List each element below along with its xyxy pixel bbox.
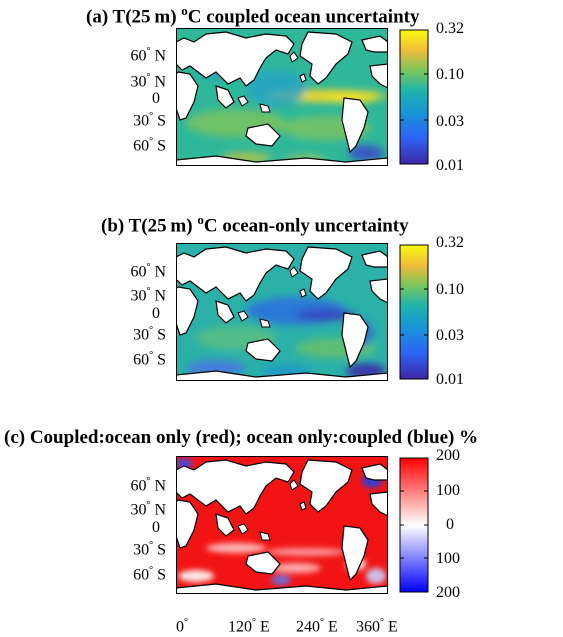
panel-b-title: (b) T(25 m) oC ocean-only uncertainty: [101, 212, 409, 237]
panel-c-cbar-tick-2: 0: [446, 516, 454, 533]
panel-b-cbar-tick-1: 0.10: [436, 281, 464, 298]
panel-b-cbar-tick-0: 0.32: [436, 234, 464, 251]
panel-a-colorbar: [399, 29, 429, 165]
panel-b-map: [176, 243, 388, 381]
lat-label-0: 0: [152, 90, 160, 107]
lat-label-0: 0: [152, 305, 160, 322]
lat-label-30s: 30° S: [133, 540, 166, 559]
panel-c-cbar-tick-0: 200: [436, 447, 460, 464]
panel-b-cbar-tick-2: 0.03: [436, 327, 464, 344]
lat-label-60s: 60° S: [133, 350, 166, 369]
lat-label-30n: 30° N: [130, 286, 166, 305]
panel-c-title: (c) Coupled:ocean only (red); ocean only…: [4, 427, 479, 448]
panel-c-cbar-tick-3: 100: [436, 550, 460, 567]
lon-label-120e: 120° E: [228, 617, 270, 636]
lat-label-60n: 60° N: [130, 476, 166, 495]
lat-label-60n: 60° N: [130, 46, 166, 65]
panel-a-cbar-tick-2: 0.03: [436, 113, 464, 130]
lon-label-240e: 240° E: [296, 617, 338, 636]
lat-label-0: 0: [152, 519, 160, 536]
panel-a-cbar-tick-0: 0.32: [436, 20, 464, 37]
panel-a-title: (a) T(25 m) oC coupled ocean uncertainty: [86, 3, 420, 28]
panel-b-colorbar: [399, 244, 429, 380]
panel-a-cbar-tick-3: 0.01: [436, 157, 464, 174]
panel-c-cbar-tick-4: 200: [436, 584, 460, 601]
panel-c-cbar-tick-1: 100: [436, 482, 460, 499]
lat-label-30n: 30° N: [130, 500, 166, 519]
lat-label-60s: 60° S: [133, 565, 166, 584]
panel-a-cbar-tick-1: 0.10: [436, 66, 464, 83]
panel-b-cbar-tick-3: 0.01: [436, 371, 464, 388]
panel-c-map: [176, 456, 388, 594]
lat-label-30s: 30° S: [133, 111, 166, 130]
lon-label-0: 0°: [176, 617, 188, 636]
lat-label-60s: 60° S: [133, 136, 166, 155]
panel-c-colorbar: [399, 457, 429, 593]
lon-label-360e: 360° E: [356, 617, 398, 636]
lat-label-30n: 30° N: [130, 72, 166, 91]
lat-label-30s: 30° S: [133, 325, 166, 344]
lat-label-60n: 60° N: [130, 262, 166, 281]
panel-a-map: [176, 28, 388, 166]
